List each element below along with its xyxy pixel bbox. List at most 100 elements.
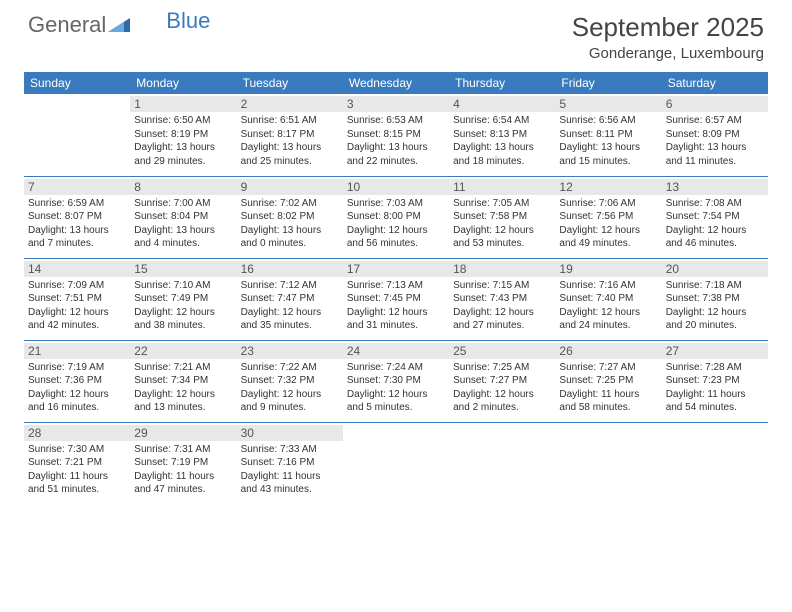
calendar-day-cell: [24, 94, 130, 176]
day-details: Sunrise: 7:09 AMSunset: 7:51 PMDaylight:…: [28, 279, 126, 333]
day-number: 10: [343, 179, 449, 195]
sunset-text: Sunset: 7:23 PM: [666, 374, 764, 388]
day-number: 17: [343, 261, 449, 277]
day-number: 21: [24, 343, 130, 359]
logo-text-general: General: [28, 12, 106, 38]
daylight-text: Daylight: 12 hours and 5 minutes.: [347, 388, 445, 415]
sunset-text: Sunset: 8:07 PM: [28, 210, 126, 224]
day-details: Sunrise: 7:16 AMSunset: 7:40 PMDaylight:…: [559, 279, 657, 333]
sunset-text: Sunset: 7:34 PM: [134, 374, 232, 388]
header: General Blue September 2025 Gonderange, …: [0, 0, 792, 66]
daylight-text: Daylight: 12 hours and 9 minutes.: [241, 388, 339, 415]
sunrise-text: Sunrise: 7:09 AM: [28, 279, 126, 293]
day-number: 16: [237, 261, 343, 277]
daylight-text: Daylight: 12 hours and 13 minutes.: [134, 388, 232, 415]
day-number: 27: [662, 343, 768, 359]
sunrise-text: Sunrise: 7:31 AM: [134, 443, 232, 457]
sunrise-text: Sunrise: 7:10 AM: [134, 279, 232, 293]
weekday-header: Wednesday: [343, 72, 449, 94]
day-number: 6: [662, 96, 768, 112]
sunrise-text: Sunrise: 7:19 AM: [28, 361, 126, 375]
calendar-day-cell: 16Sunrise: 7:12 AMSunset: 7:47 PMDayligh…: [237, 258, 343, 340]
sunset-text: Sunset: 7:30 PM: [347, 374, 445, 388]
day-details: Sunrise: 6:56 AMSunset: 8:11 PMDaylight:…: [559, 114, 657, 168]
calendar-day-cell: 9Sunrise: 7:02 AMSunset: 8:02 PMDaylight…: [237, 176, 343, 258]
calendar-day-cell: 10Sunrise: 7:03 AMSunset: 8:00 PMDayligh…: [343, 176, 449, 258]
day-details: Sunrise: 7:08 AMSunset: 7:54 PMDaylight:…: [666, 197, 764, 251]
sunset-text: Sunset: 8:13 PM: [453, 128, 551, 142]
sunrise-text: Sunrise: 7:28 AM: [666, 361, 764, 375]
daylight-text: Daylight: 12 hours and 49 minutes.: [559, 224, 657, 251]
sunrise-text: Sunrise: 7:18 AM: [666, 279, 764, 293]
sunset-text: Sunset: 8:09 PM: [666, 128, 764, 142]
sunrise-text: Sunrise: 7:03 AM: [347, 197, 445, 211]
sunset-text: Sunset: 7:58 PM: [453, 210, 551, 224]
day-number: 28: [24, 425, 130, 441]
day-details: Sunrise: 6:51 AMSunset: 8:17 PMDaylight:…: [241, 114, 339, 168]
daylight-text: Daylight: 12 hours and 20 minutes.: [666, 306, 764, 333]
calendar-day-cell: 6 Sunrise: 6:57 AMSunset: 8:09 PMDaylight…: [662, 94, 768, 176]
day-number: 11: [449, 179, 555, 195]
daylight-text: Daylight: 11 hours and 54 minutes.: [666, 388, 764, 415]
calendar-day-cell: 11 Sunrise: 7:05 AMSunset: 7:58 PMDayligh…: [449, 176, 555, 258]
sunset-text: Sunset: 7:25 PM: [559, 374, 657, 388]
calendar-day-cell: 3Sunrise: 6:53 AMSunset: 8:15 PMDaylight…: [343, 94, 449, 176]
sunrise-text: Sunrise: 6:53 AM: [347, 114, 445, 128]
sunrise-text: Sunrise: 7:27 AM: [559, 361, 657, 375]
day-number: 15: [130, 261, 236, 277]
day-details: Sunrise: 7:33 AMSunset: 7:16 PMDaylight:…: [241, 443, 339, 497]
daylight-text: Daylight: 11 hours and 58 minutes.: [559, 388, 657, 415]
calendar-day-cell: 4Sunrise: 6:54 AMSunset: 8:13 PMDaylight…: [449, 94, 555, 176]
day-number: 4: [449, 96, 555, 112]
calendar-table: SundayMondayTuesdayWednesdayThursdayFrid…: [24, 72, 768, 504]
sunrise-text: Sunrise: 7:33 AM: [241, 443, 339, 457]
calendar-day-cell: 14Sunrise: 7:09 AMSunset: 7:51 PMDayligh…: [24, 258, 130, 340]
sunrise-text: Sunrise: 6:57 AM: [666, 114, 764, 128]
calendar-day-cell: 8Sunrise: 7:00 AMSunset: 8:04 PMDaylight…: [130, 176, 236, 258]
daylight-text: Daylight: 13 hours and 0 minutes.: [241, 224, 339, 251]
logo-triangle-icon: [108, 12, 130, 38]
day-details: Sunrise: 7:13 AMSunset: 7:45 PMDaylight:…: [347, 279, 445, 333]
day-number: 12: [555, 179, 661, 195]
weekday-header: Sunday: [24, 72, 130, 94]
weekday-header: Friday: [555, 72, 661, 94]
day-number: 13: [662, 179, 768, 195]
sunset-text: Sunset: 8:00 PM: [347, 210, 445, 224]
daylight-text: Daylight: 12 hours and 27 minutes.: [453, 306, 551, 333]
daylight-text: Daylight: 12 hours and 35 minutes.: [241, 306, 339, 333]
calendar-day-cell: 23Sunrise: 7:22 AMSunset: 7:32 PMDayligh…: [237, 340, 343, 422]
calendar-body: 1Sunrise: 6:50 AMSunset: 8:19 PMDaylight…: [24, 94, 768, 504]
day-details: Sunrise: 6:59 AMSunset: 8:07 PMDaylight:…: [28, 197, 126, 251]
sunrise-text: Sunrise: 7:08 AM: [666, 197, 764, 211]
sunrise-text: Sunrise: 7:21 AM: [134, 361, 232, 375]
daylight-text: Daylight: 13 hours and 11 minutes.: [666, 141, 764, 168]
day-details: Sunrise: 7:19 AMSunset: 7:36 PMDaylight:…: [28, 361, 126, 415]
calendar-day-cell: 27 Sunrise: 7:28 AMSunset: 7:23 PMDayligh…: [662, 340, 768, 422]
calendar-day-cell: 15Sunrise: 7:10 AMSunset: 7:49 PMDayligh…: [130, 258, 236, 340]
daylight-text: Daylight: 12 hours and 53 minutes.: [453, 224, 551, 251]
calendar-day-cell: 21 Sunrise: 7:19 AMSunset: 7:36 PMDayligh…: [24, 340, 130, 422]
day-details: Sunrise: 7:06 AMSunset: 7:56 PMDaylight:…: [559, 197, 657, 251]
calendar-day-cell: 22Sunrise: 7:21 AMSunset: 7:34 PMDayligh…: [130, 340, 236, 422]
day-number: 20: [662, 261, 768, 277]
daylight-text: Daylight: 12 hours and 46 minutes.: [666, 224, 764, 251]
sunset-text: Sunset: 8:15 PM: [347, 128, 445, 142]
day-details: Sunrise: 7:25 AMSunset: 7:27 PMDaylight:…: [453, 361, 551, 415]
daylight-text: Daylight: 11 hours and 47 minutes.: [134, 470, 232, 497]
sunset-text: Sunset: 7:43 PM: [453, 292, 551, 306]
daylight-text: Daylight: 11 hours and 51 minutes.: [28, 470, 126, 497]
day-number: 8: [130, 179, 236, 195]
daylight-text: Daylight: 12 hours and 31 minutes.: [347, 306, 445, 333]
day-details: Sunrise: 7:15 AMSunset: 7:43 PMDaylight:…: [453, 279, 551, 333]
daylight-text: Daylight: 12 hours and 24 minutes.: [559, 306, 657, 333]
logo-text-blue: Blue: [166, 8, 210, 34]
month-title: September 2025: [572, 12, 764, 43]
day-number: 23: [237, 343, 343, 359]
sunset-text: Sunset: 7:36 PM: [28, 374, 126, 388]
day-details: Sunrise: 6:50 AMSunset: 8:19 PMDaylight:…: [134, 114, 232, 168]
weekday-header: Saturday: [662, 72, 768, 94]
daylight-text: Daylight: 13 hours and 25 minutes.: [241, 141, 339, 168]
sunrise-text: Sunrise: 7:05 AM: [453, 197, 551, 211]
day-number: 7: [24, 179, 130, 195]
sunrise-text: Sunrise: 7:30 AM: [28, 443, 126, 457]
